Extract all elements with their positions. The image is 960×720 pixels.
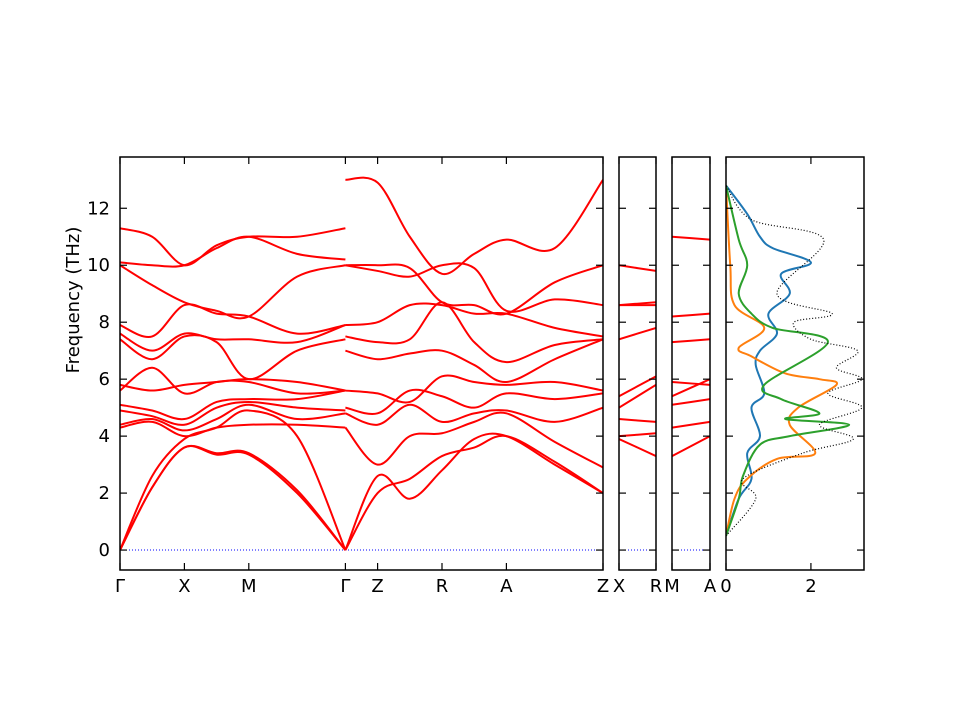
band-line-0-5	[120, 400, 346, 426]
dos-series-3	[726, 185, 863, 537]
k-point-label: Γ	[340, 576, 350, 597]
k-point-label: X	[178, 576, 190, 597]
dos-x-tick-label: 2	[805, 576, 816, 597]
band-line-1-3	[619, 384, 656, 409]
panel-0-plot	[120, 176, 603, 551]
panel-frame-2	[671, 156, 711, 571]
panel-3-plot	[726, 184, 863, 537]
k-point-label: A	[704, 576, 717, 597]
dos-x-tick-label: 0	[720, 576, 731, 597]
band-line-0-8	[120, 378, 346, 392]
band-line-1-2	[619, 418, 656, 423]
band-line-0-11	[120, 303, 346, 338]
band-line-0-17	[344, 411, 603, 469]
band-line-0-13	[120, 235, 346, 268]
band-line-0-22	[345, 301, 603, 364]
band-line-2-5	[672, 338, 710, 344]
panel-frame-3	[725, 156, 865, 571]
band-line-2-0	[672, 435, 710, 457]
band-line-0-10	[120, 324, 346, 352]
y-tick-label: 6	[99, 369, 110, 390]
band-line-2-3	[672, 378, 710, 398]
k-point-label: Z	[371, 576, 383, 597]
band-line-2-2	[672, 398, 710, 406]
k-point-label: R	[436, 576, 449, 597]
k-point-label: M	[664, 576, 680, 597]
band-line-0-18	[345, 403, 603, 426]
panel-frame-0	[119, 156, 604, 571]
band-line-0-2	[120, 409, 347, 551]
band-line-0-9	[120, 334, 346, 381]
k-point-label: Γ	[115, 576, 125, 597]
band-line-0-19	[345, 388, 603, 415]
band-line-1-0	[619, 438, 656, 457]
k-point-label: R	[650, 576, 663, 597]
band-line-0-24	[345, 263, 603, 316]
k-point-label: M	[241, 576, 257, 597]
band-line-0-25	[345, 262, 603, 313]
band-line-0-15	[344, 432, 603, 551]
band-line-1-4	[619, 375, 656, 398]
band-line-0-23	[345, 302, 603, 338]
band-line-1-8	[619, 264, 656, 272]
y-tick-label: 8	[99, 312, 110, 333]
band-line-0-1	[120, 444, 347, 551]
k-point-label: Z	[597, 576, 609, 597]
band-line-0-21	[345, 338, 603, 384]
dos-series-1	[726, 185, 839, 537]
dos-series-2	[726, 185, 851, 537]
y-tick-label: 4	[99, 426, 110, 447]
k-point-label: X	[613, 576, 625, 597]
y-tick-label: 12	[87, 198, 110, 219]
dos-series-0	[726, 184, 812, 537]
y-tick-label: 10	[87, 255, 110, 276]
band-line-0-4	[120, 403, 346, 432]
frame-layer	[119, 156, 865, 571]
panel-1-plot	[619, 264, 656, 551]
band-line-0-3	[120, 420, 346, 438]
band-line-0-16	[344, 434, 603, 551]
band-line-0-6	[120, 389, 346, 421]
panel-frame-1	[618, 156, 657, 571]
panel-2-plot	[672, 235, 710, 551]
y-tick-label: 2	[99, 483, 110, 504]
k-point-label: A	[500, 576, 513, 597]
y-axis-title: Frequency (THz)	[63, 227, 84, 374]
band-line-2-4	[672, 381, 710, 386]
band-line-1-5	[619, 326, 656, 341]
data-layer	[120, 176, 863, 551]
band-line-2-6	[672, 312, 710, 318]
band-line-0-12	[120, 264, 346, 320]
y-tick-label: 0	[99, 540, 110, 561]
tick-layer	[119, 157, 864, 570]
band-line-0-26	[345, 176, 603, 275]
band-line-0-14	[120, 227, 346, 267]
band-line-0-0	[120, 445, 347, 551]
band-line-0-20	[345, 374, 603, 404]
band-line-2-7	[672, 235, 710, 241]
band-line-2-1	[672, 420, 710, 429]
